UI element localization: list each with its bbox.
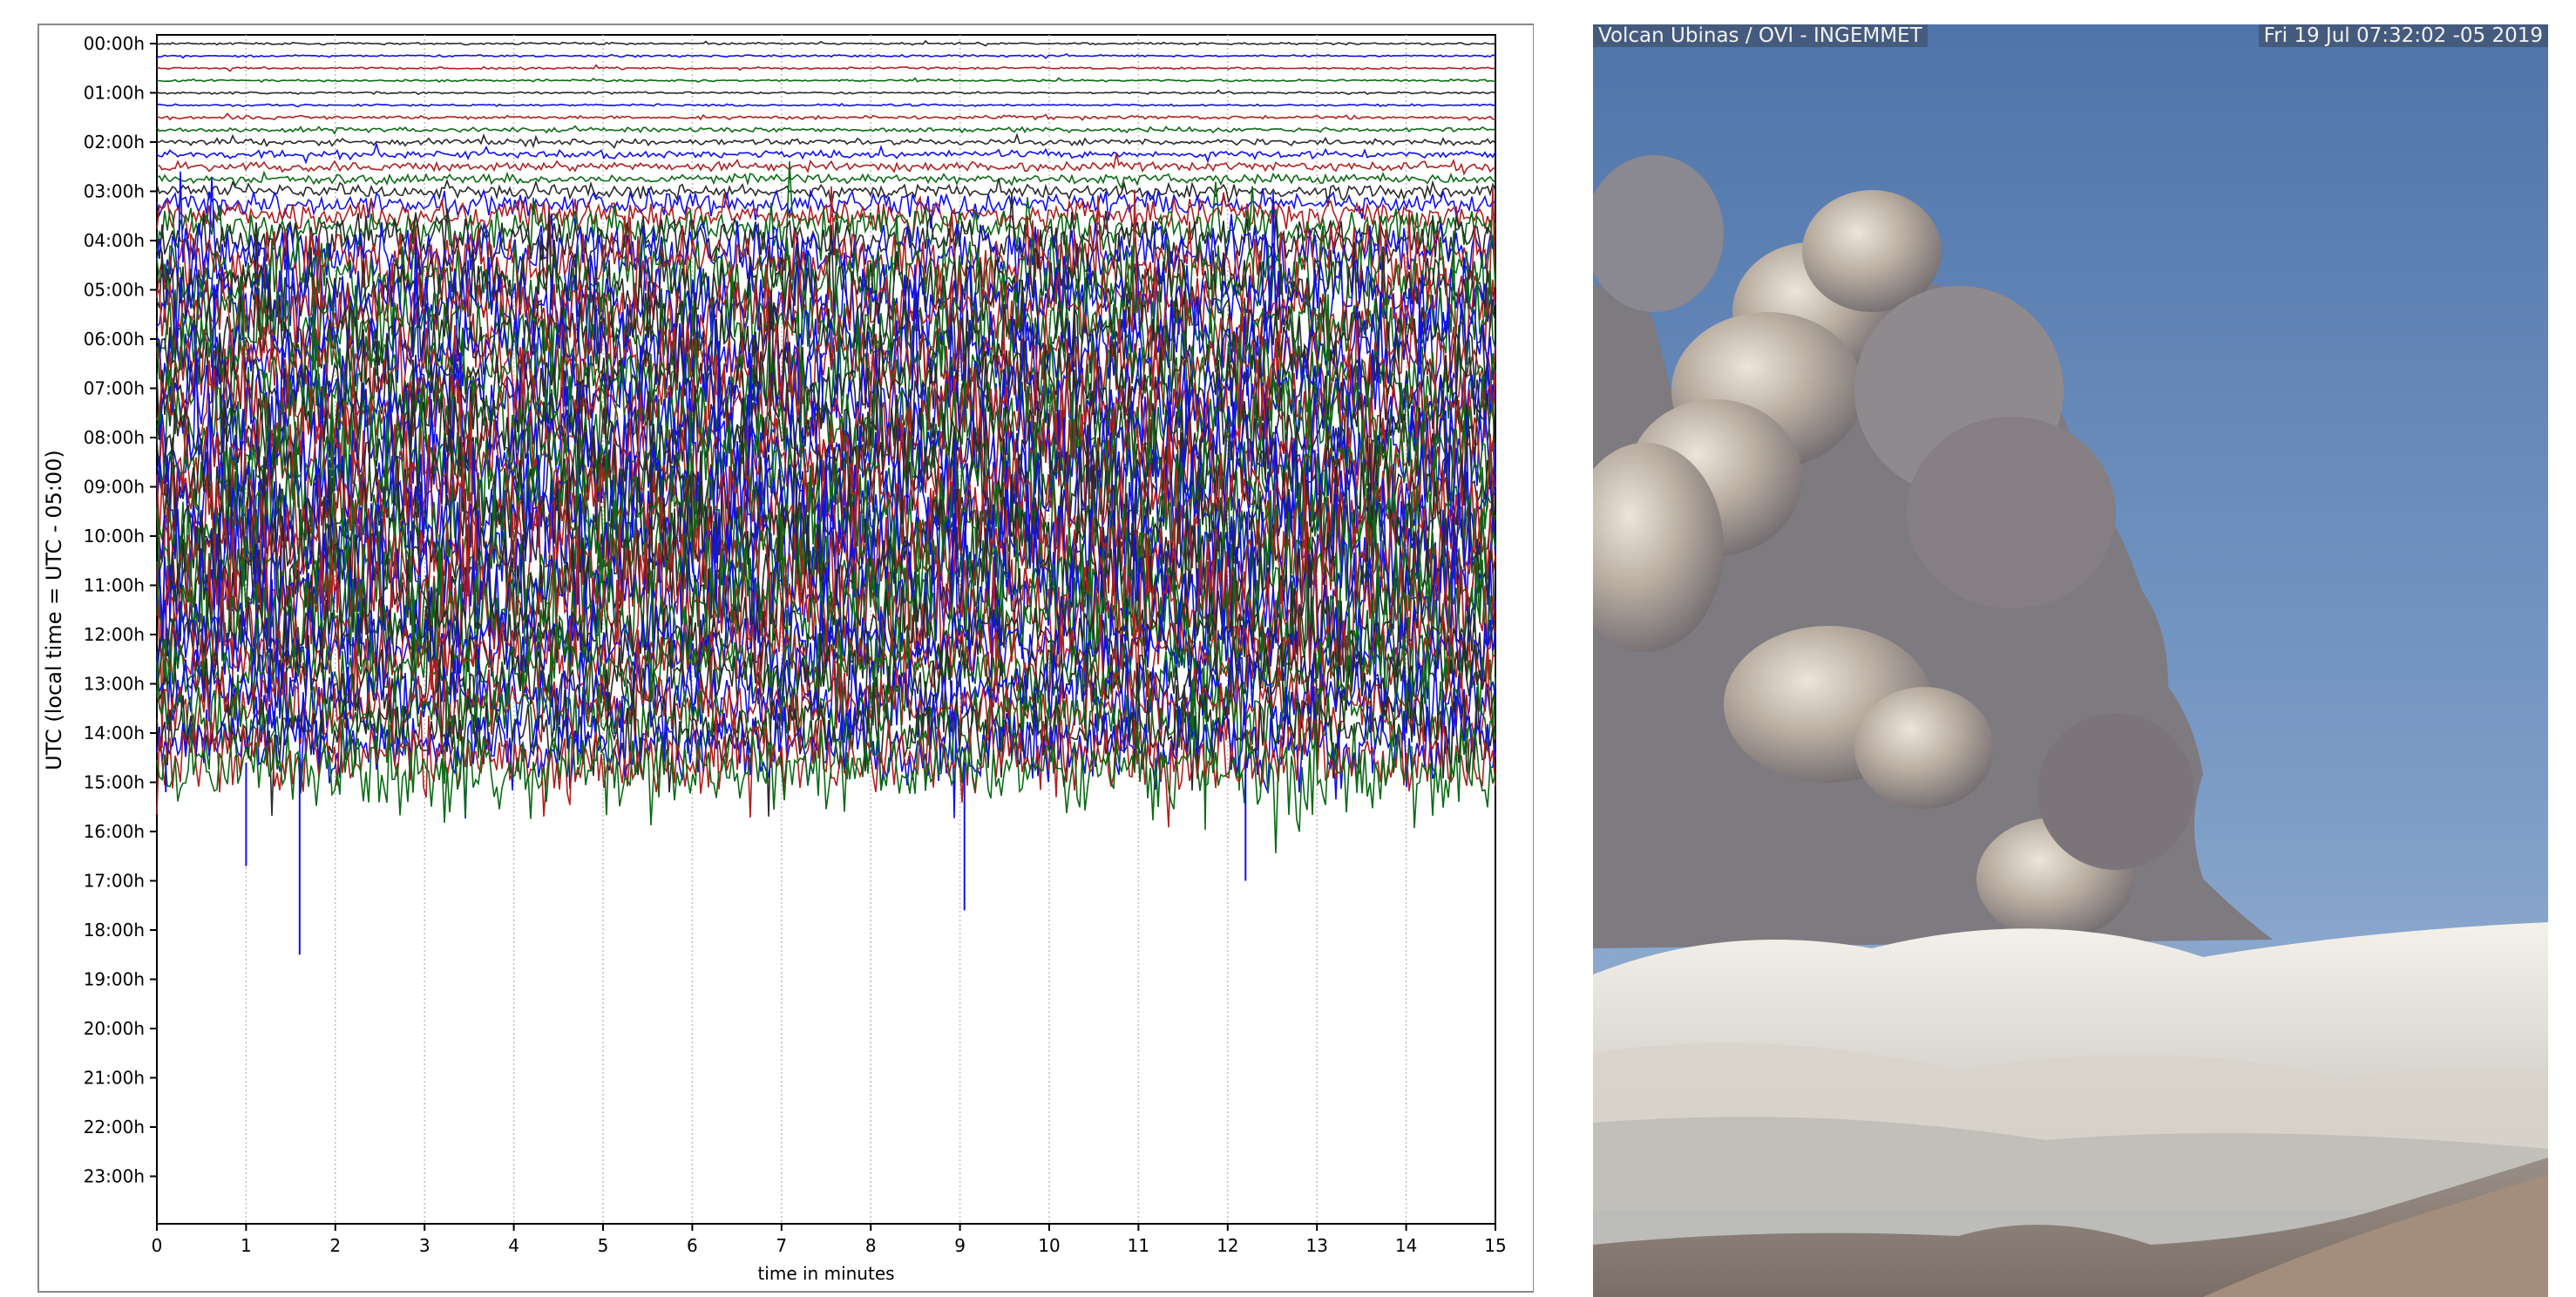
- x-tick-label: 7: [776, 1235, 787, 1256]
- seismic-trace-line: [156, 189, 1496, 387]
- seismic-trace-line: [156, 178, 1496, 207]
- x-axis-ticks: 0 1 2 3 4 5 6 7 8 9 10 11 12 13 14 15: [152, 1224, 1507, 1256]
- x-tick-label: 1: [241, 1235, 252, 1256]
- y-tick-label: 02:00h: [84, 132, 145, 153]
- y-tick-label: 00:00h: [84, 33, 145, 54]
- y-tick-label: 23:00h: [84, 1166, 145, 1187]
- x-tick-label: 15: [1484, 1235, 1506, 1256]
- y-tick-label: 06:00h: [84, 329, 145, 350]
- y-tick-label: 03:00h: [84, 181, 145, 202]
- x-tick-label: 9: [954, 1235, 966, 1256]
- x-tick-label: 11: [1128, 1235, 1149, 1256]
- volcano-webcam-photo: Volcan Ubinas / OVI - INGEMMET Fri 19 Ju…: [1593, 24, 2548, 1297]
- ash-plume: [1593, 155, 2273, 948]
- y-tick-label: 11:00h: [84, 575, 145, 596]
- x-tick-label: 0: [152, 1235, 163, 1256]
- helicorder-chart: 0 1 2 3 4 5 6 7 8 9 10 11 12 13 14 15 00:00h01:00h02:00…: [37, 24, 1534, 1293]
- y-axis-ticks: 00:00h 01:00h 02:00h 03:00h 04:00h 05:00h 06:0…: [84, 33, 157, 1187]
- seismic-trace-line: [156, 125, 1496, 135]
- seismic-trace-line: [156, 230, 1496, 388]
- x-tick-label: 13: [1305, 1235, 1327, 1256]
- y-tick-label: 18:00h: [84, 920, 145, 940]
- seismic-trace-line: [156, 590, 1496, 750]
- x-tick-label: 3: [419, 1235, 430, 1256]
- seismic-trace-line: [156, 112, 1496, 121]
- x-tick-label: 10: [1038, 1235, 1060, 1256]
- y-tick-label: 21:00h: [84, 1068, 145, 1089]
- y-axis-label: UTC (local time = UTC - 05:00): [42, 450, 66, 771]
- y-tick-label: 04:00h: [84, 230, 145, 251]
- seismic-trace-line: [156, 141, 1496, 165]
- y-tick-label: 15:00h: [84, 772, 145, 793]
- y-tick-label: 19:00h: [84, 969, 145, 990]
- seismic-trace-line: [156, 102, 1496, 108]
- y-tick-label: 12:00h: [84, 624, 145, 645]
- seismic-trace-line: [156, 580, 1496, 733]
- seismic-trace-line: [157, 39, 1496, 47]
- seismic-trace-line: [156, 77, 1496, 83]
- mountain-ridge: [1593, 1158, 2548, 1297]
- seismic-trace-line: [156, 52, 1496, 59]
- y-tick-label: 10:00h: [84, 526, 145, 547]
- y-tick-label: 08:00h: [84, 427, 145, 448]
- seismic-trace-line: [156, 697, 1496, 828]
- x-tick-label: 4: [508, 1235, 519, 1256]
- x-tick-label: 8: [865, 1235, 877, 1256]
- webcam-title: Volcan Ubinas / OVI - INGEMMET: [1593, 24, 1928, 47]
- seismic-trace-line: [156, 281, 1496, 477]
- seismic-traces: [156, 39, 1496, 955]
- seismic-trace-line: [156, 680, 1496, 853]
- x-tick-label: 2: [329, 1235, 341, 1256]
- seismic-trace-line: [156, 214, 1496, 394]
- y-tick-label: 13:00h: [84, 674, 145, 695]
- x-tick-label: 12: [1217, 1235, 1238, 1256]
- seismic-trace-line: [156, 685, 1496, 819]
- seismic-trace-line: [156, 659, 1496, 817]
- seismic-trace-line: [156, 64, 1496, 72]
- webcam-scene: [1593, 24, 2548, 1297]
- x-tick-label: 5: [598, 1235, 609, 1256]
- seismic-trace-line: [156, 89, 1496, 96]
- x-tick-label: 6: [687, 1235, 698, 1256]
- seismic-trace-line: [156, 192, 1496, 433]
- y-tick-label: 07:00h: [84, 378, 145, 399]
- y-tick-label: 22:00h: [84, 1117, 145, 1137]
- y-tick-label: 01:00h: [84, 83, 145, 104]
- y-tick-label: 17:00h: [84, 871, 145, 892]
- cloud-layer: [1593, 922, 2548, 1245]
- seismic-trace-line: [156, 359, 1496, 561]
- seismic-trace-line: [156, 132, 1496, 149]
- y-tick-label: 14:00h: [84, 723, 145, 744]
- y-tick-label: 09:00h: [84, 477, 145, 498]
- seismic-trace-line: [156, 153, 1496, 176]
- x-axis-label: time in minutes: [757, 1263, 894, 1284]
- y-tick-label: 05:00h: [84, 280, 145, 301]
- y-tick-label: 20:00h: [84, 1018, 145, 1039]
- x-tick-label: 14: [1395, 1235, 1417, 1256]
- seismic-trace-line: [156, 439, 1496, 690]
- seismic-trace-line: [156, 170, 1496, 190]
- seismic-trace-line: [156, 264, 1496, 420]
- y-tick-label: 16:00h: [84, 821, 145, 842]
- webcam-timestamp: Fri 19 Jul 07:32:02 -05 2019: [2258, 24, 2548, 47]
